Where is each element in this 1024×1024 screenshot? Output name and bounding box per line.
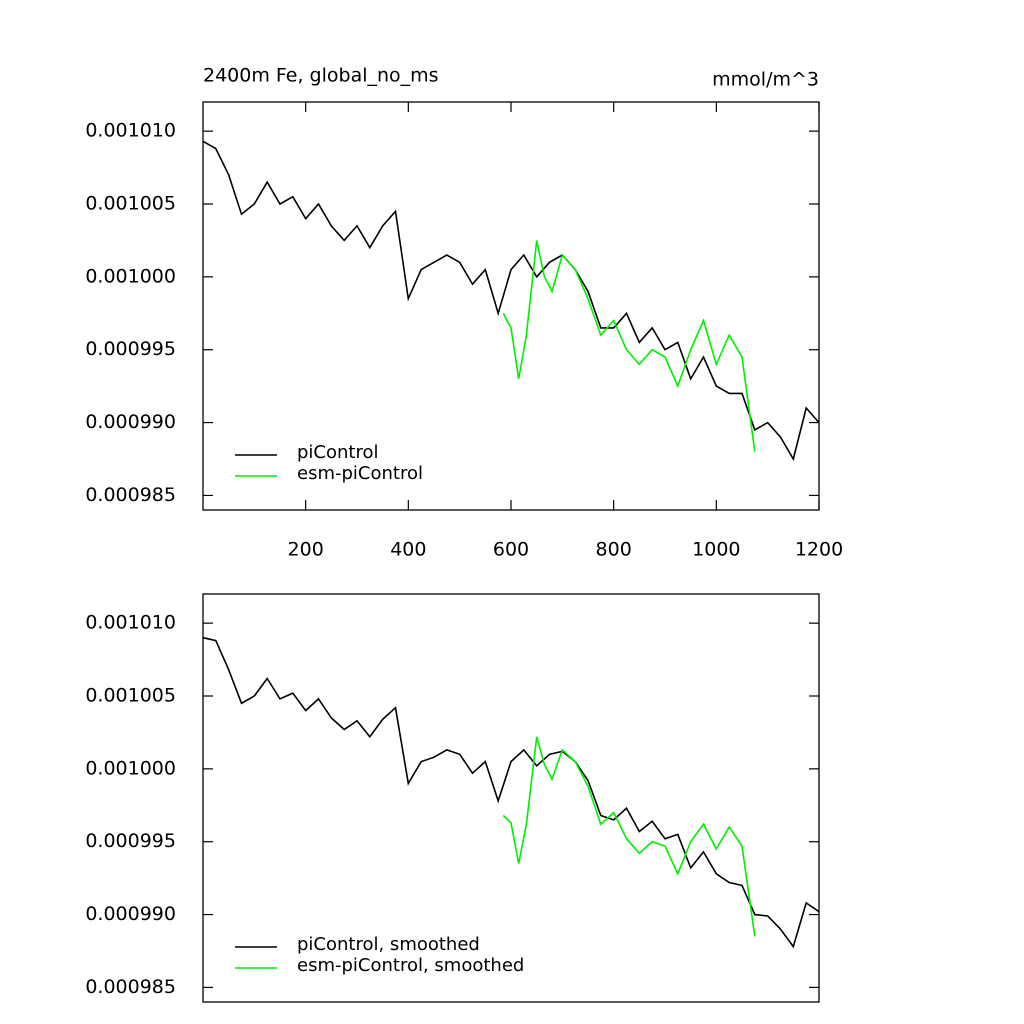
y-tick-label: 0.000990: [85, 411, 176, 433]
y-tick-label: 0.000990: [85, 903, 176, 925]
y-tick-label: 0.000985: [85, 976, 176, 998]
y-tick-label: 0.001000: [85, 757, 176, 779]
plot-frame: [202, 593, 820, 1003]
y-tick-label: 0.001010: [85, 612, 176, 634]
y-tick-label: 0.001005: [85, 685, 176, 707]
y-tick-label: 0.000985: [85, 484, 176, 506]
legend-label: esm-piControl: [297, 463, 423, 484]
y-tick-label: 0.001010: [85, 120, 176, 142]
series-line: [202, 636, 820, 949]
legend-label: piControl: [297, 442, 379, 463]
units-label: mmol/m^3: [712, 69, 819, 91]
y-tick-label: 0.001005: [85, 193, 176, 215]
series-line: [502, 240, 756, 452]
x-tick-label: 800: [596, 539, 632, 561]
x-tick-label: 600: [493, 539, 529, 561]
y-tick-label: 0.000995: [85, 830, 176, 852]
series-line: [502, 736, 756, 937]
chart-title: 2400m Fe, global_no_ms: [203, 65, 439, 87]
plot-frame: [202, 101, 820, 511]
legend-label: esm-piControl, smoothed: [297, 955, 524, 976]
series-line: [202, 140, 820, 462]
x-tick-label: 1000: [692, 539, 740, 561]
y-tick-label: 0.001000: [85, 265, 176, 287]
x-tick-label: 1200: [795, 539, 843, 561]
legend-label: piControl, smoothed: [297, 934, 480, 955]
x-tick-label: 200: [288, 539, 324, 561]
x-tick-label: 400: [390, 539, 426, 561]
y-tick-label: 0.000995: [85, 338, 176, 360]
